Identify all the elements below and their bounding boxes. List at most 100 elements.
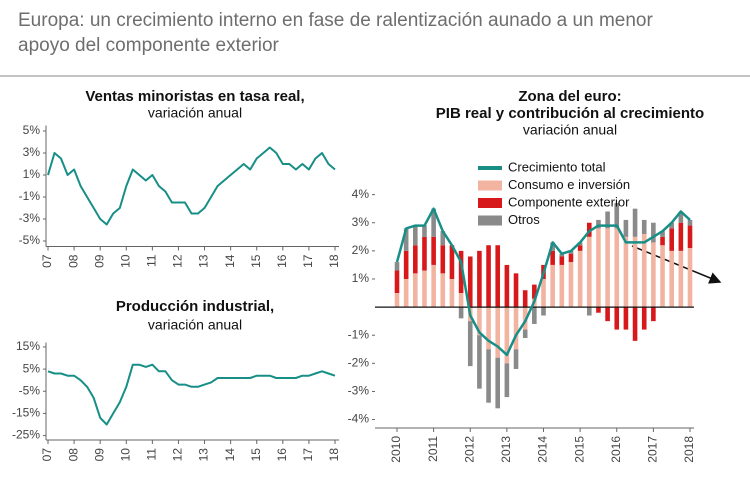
x-tick-label: 16: [275, 254, 289, 268]
x-tick-label: 10: [118, 448, 132, 462]
legend-swatch: [478, 198, 502, 208]
bar: [513, 273, 519, 308]
y-tick-label: -5%: [19, 233, 41, 247]
legend-swatch: [478, 215, 502, 226]
bar: [596, 307, 601, 313]
bar: [577, 245, 583, 251]
bar: [413, 225, 418, 246]
bar: [678, 211, 684, 223]
legend-swatch: [478, 180, 502, 191]
bar: [394, 262, 400, 271]
chart-title: Zona del euro:: [518, 88, 621, 105]
bar: [669, 250, 674, 308]
chart-title: Producción industrial,: [116, 298, 274, 315]
bar: [641, 219, 647, 234]
x-tick-label: 11: [145, 448, 159, 461]
bar: [614, 228, 620, 308]
bar: [431, 264, 436, 308]
bar: [669, 222, 674, 229]
bar: [605, 228, 610, 308]
bar: [550, 264, 555, 308]
bar: [467, 256, 473, 308]
bar: [568, 250, 574, 254]
bar: [541, 278, 546, 308]
y-tick-label: 5%: [23, 123, 41, 137]
bar: [559, 264, 565, 308]
x-tick-label: 2012: [462, 436, 476, 463]
x-tick-label: 10: [118, 254, 132, 268]
bar: [413, 245, 418, 274]
x-tick-label: 16: [275, 448, 289, 462]
bar: [623, 307, 629, 330]
x-tick-label: 08: [66, 254, 80, 268]
y-tick-label: 1%: [23, 167, 41, 181]
x-tick-label: 2017: [646, 436, 660, 463]
bar: [559, 253, 565, 257]
bar: [403, 228, 409, 251]
x-tick-label: 17: [301, 254, 315, 268]
x-tick-label: 2016: [609, 436, 623, 463]
chart-title: PIB real y contribución al crecimiento: [436, 105, 704, 122]
bar: [449, 278, 455, 308]
chart-subtitle: variación anual: [523, 122, 617, 138]
legend-label: Componente exterior: [508, 194, 630, 209]
bar: [550, 250, 555, 265]
bar: [477, 335, 482, 389]
bar: [623, 236, 629, 308]
bar: [614, 203, 620, 229]
x-tick-label: 12: [171, 448, 185, 462]
bar: [522, 290, 528, 308]
bar: [687, 225, 693, 249]
x-tick-label: 09: [92, 448, 106, 462]
x-tick-label: 18: [327, 254, 341, 268]
bar: [403, 250, 409, 279]
bar: [596, 228, 601, 308]
bar: [504, 363, 510, 398]
bar: [687, 219, 693, 226]
y-tick-label: -4%: [348, 412, 370, 426]
bar: [413, 273, 418, 308]
data-line: [47, 363, 336, 426]
bar: [422, 225, 427, 237]
legend-label: Otros: [508, 212, 540, 227]
bar: [541, 307, 546, 316]
y-tick-label: 15%: [16, 339, 40, 353]
bar: [431, 208, 436, 237]
bar: [422, 236, 427, 271]
x-tick-label: 2018: [682, 436, 696, 463]
bar: [623, 219, 629, 237]
bar: [458, 293, 464, 308]
chart-subtitle: variación anual: [148, 105, 242, 121]
bar: [403, 278, 409, 308]
bar: [641, 233, 647, 308]
bar: [651, 307, 656, 322]
bar: [495, 307, 501, 358]
bar: [559, 256, 565, 265]
x-tick-label: 2015: [572, 436, 586, 463]
bar: [477, 250, 482, 308]
bar: [458, 250, 464, 294]
x-tick-label: 2014: [536, 436, 550, 463]
y-tick-label: 4%: [352, 187, 370, 201]
y-tick-label: -25%: [12, 428, 40, 442]
bar: [632, 307, 638, 341]
bar: [605, 211, 610, 229]
bar: [458, 307, 464, 319]
y-tick-label: -1%: [348, 327, 370, 341]
x-tick-label: 14: [223, 254, 237, 268]
y-tick-label: -5%: [19, 383, 41, 397]
bar: [422, 270, 427, 308]
bar: [522, 329, 528, 339]
x-tick-label: 14: [223, 448, 237, 462]
x-tick-label: 11: [145, 254, 159, 267]
bar: [651, 242, 656, 308]
x-tick-label: 13: [197, 448, 211, 462]
bar: [440, 273, 446, 308]
bar: [687, 248, 693, 308]
x-tick-label: 2010: [389, 436, 403, 463]
bar: [486, 245, 491, 308]
bar: [614, 307, 620, 330]
y-tick-label: -3%: [348, 384, 370, 398]
